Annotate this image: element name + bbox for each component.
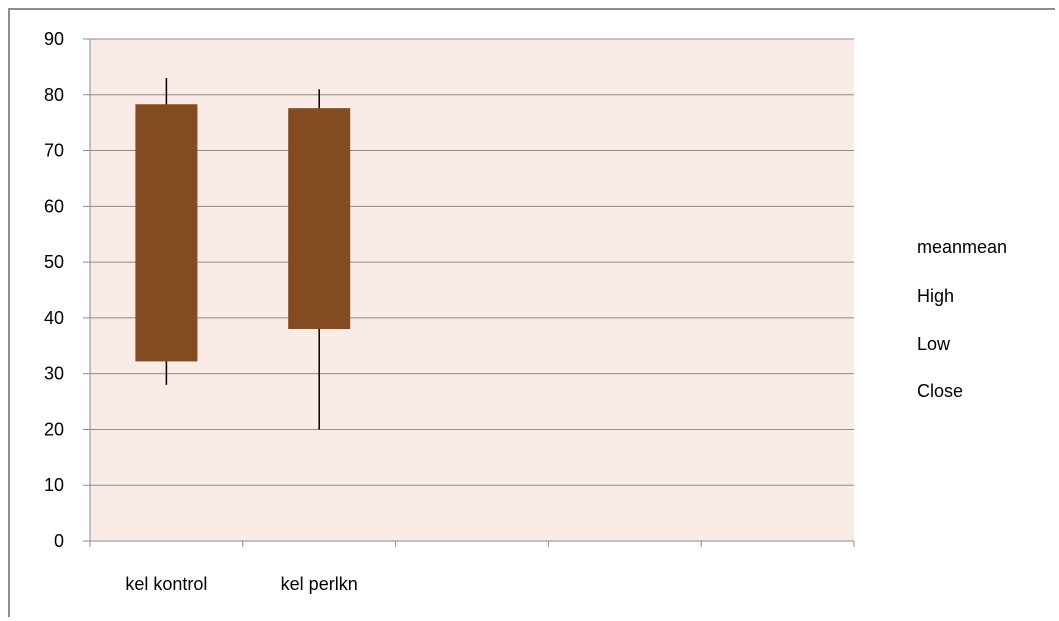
legend-entry: Close [917, 381, 963, 401]
y-tick-label: 40 [44, 308, 64, 328]
y-tick-label: 10 [44, 475, 64, 495]
x-axis: kel kontrol kel perlkn [89, 39, 855, 594]
y-tick-label: 90 [44, 29, 64, 49]
x-category-label: kel kontrol [125, 574, 207, 594]
y-tick-label: 50 [44, 252, 64, 272]
y-tick-label: 60 [44, 196, 64, 216]
x-category-label: kel perlkn [281, 574, 358, 594]
y-tick-label: 80 [44, 85, 64, 105]
legend-entry: meanmean [917, 237, 1007, 257]
candle-body [135, 104, 198, 362]
y-tick-label: 0 [54, 531, 64, 551]
plot-area [90, 39, 854, 541]
y-axis-tick-labels: 0 10 20 30 40 50 60 70 80 90 [44, 29, 64, 551]
legend-entry: High [917, 286, 954, 306]
candle-body [288, 108, 351, 330]
legend: meanmean High Low Close [917, 237, 1007, 401]
y-tick-label: 30 [44, 364, 64, 384]
legend-entry: Low [917, 334, 951, 354]
candles [135, 78, 351, 430]
y-tick-label: 20 [44, 419, 64, 439]
y-tick-label: 70 [44, 141, 64, 161]
